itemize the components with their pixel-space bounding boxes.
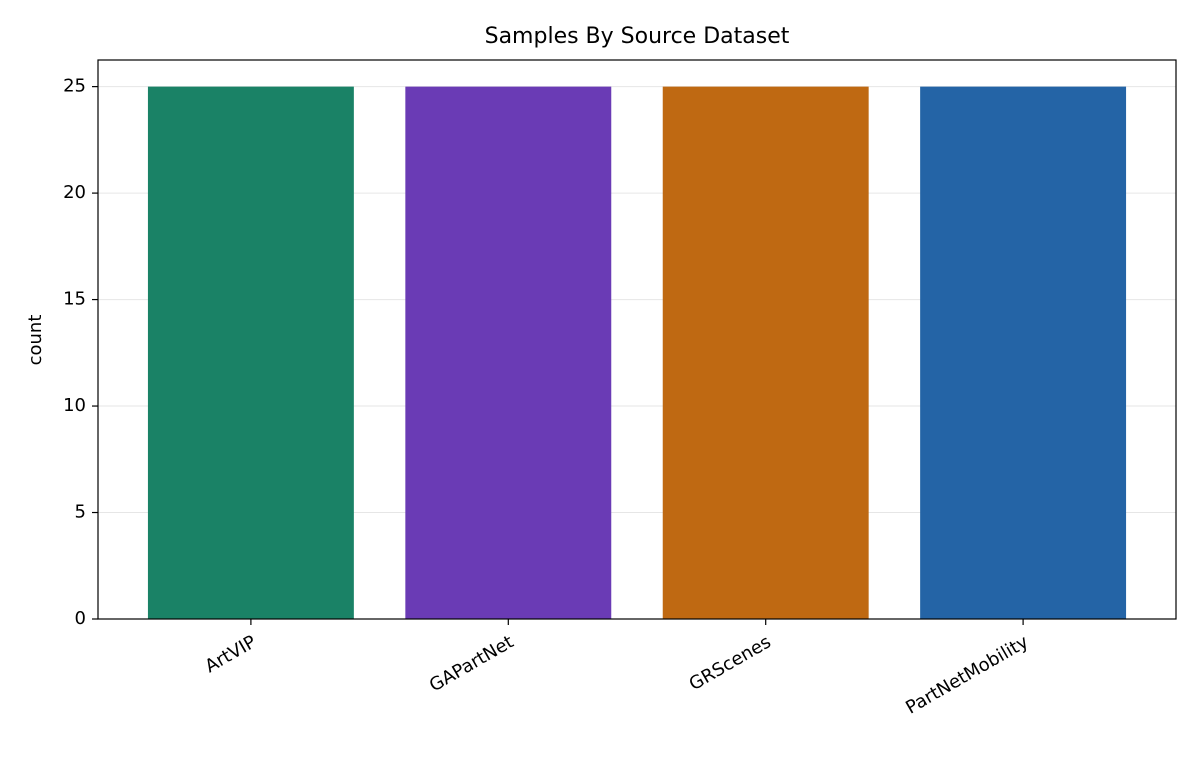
y-tick-label: 0 — [75, 608, 86, 629]
bar — [662, 86, 869, 620]
chart-title: Samples By Source Dataset — [485, 24, 790, 49]
bar — [405, 86, 612, 620]
x-tick-label: ArtVIP — [202, 631, 260, 677]
plot-frame — [97, 59, 1177, 620]
y-axis-label: count — [25, 315, 46, 366]
x-tick-label: GRScenes — [686, 631, 775, 695]
y-tick-label: 10 — [63, 395, 86, 416]
y-tick-label: 5 — [75, 502, 86, 523]
x-tick-label: GAPartNet — [426, 631, 517, 696]
y-tick-label: 20 — [63, 182, 86, 203]
y-tick-label: 25 — [63, 76, 86, 97]
bar — [920, 86, 1127, 620]
bar — [147, 86, 354, 620]
x-tick-label: PartNetMobility — [902, 631, 1032, 718]
bars — [147, 86, 1127, 620]
y-tick-label: 15 — [63, 289, 86, 310]
